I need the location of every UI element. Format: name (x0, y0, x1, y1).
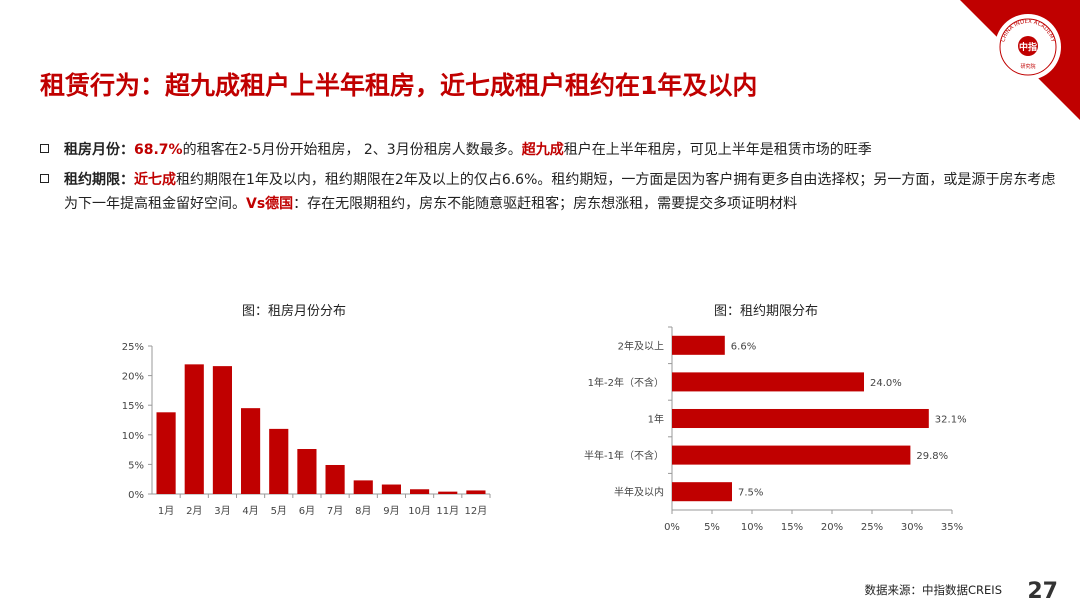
x-tick-label: 3月 (214, 505, 230, 517)
bullet-text: ：存在无限期租约，房东不能随意驱赶租客；房东想涨租，需要提交多项证明材料 (293, 196, 798, 212)
bullet-highlight: 超九成 (521, 142, 564, 158)
bar-12月 (466, 490, 486, 494)
bullet-label: 租房月份： (64, 142, 134, 158)
bullet-lease-term: 租约期限：近七成租约期限在1年及以内，租约期限在2年及以上的仅占6.6%。租约期… (40, 168, 1060, 216)
bar-9月 (381, 484, 401, 494)
data-label: 6.6% (731, 341, 756, 352)
data-label: 29.8% (916, 451, 948, 462)
x-tick-label: 9月 (383, 505, 399, 517)
bar-1年 (672, 408, 929, 429)
bar-10月 (410, 489, 430, 494)
bar-8月 (353, 480, 373, 494)
bar-5月 (269, 428, 289, 494)
y-tick-label: 15% (122, 401, 144, 412)
checkbox-square-icon (40, 144, 49, 153)
bullet-highlight: 68.7% (134, 142, 183, 158)
month-distribution-chart: 0% 5% 10% 15% 20% 25% 1月 2月 3月 4月 5月 6月 7月 8月 9月 10月 11月… (122, 342, 491, 517)
y-tick-label: 25% (122, 342, 144, 353)
x-tick-label: 8月 (355, 505, 371, 517)
bar-1年-2年（不含） (672, 372, 864, 392)
bullet-label: 租约期限： (64, 172, 134, 188)
x-tick-label: 20% (821, 522, 843, 533)
x-tick-label: 2月 (186, 505, 202, 517)
y-tick-label: 20% (122, 372, 144, 383)
checkbox-square-icon (40, 174, 49, 183)
x-tick-label: 5% (704, 522, 720, 533)
bar-6月 (297, 449, 317, 494)
x-tick-label: 4月 (242, 505, 258, 517)
logo-ring (999, 18, 1057, 76)
x-tick-label: 0% (664, 522, 680, 533)
x-tick-label: 12月 (465, 505, 488, 517)
bar-3月 (212, 366, 232, 494)
bullet-text: 租约期限在1年及以内，租约期限在2年及以上的仅占6.6%。租约期短，一方面是因为… (64, 172, 1056, 212)
category-label: 2年及以上 (618, 339, 664, 352)
x-tick-label: 6月 (299, 505, 315, 517)
bullet-list: 租房月份：68.7%的租客在2-5月份开始租房， 2、3月份租房人数最多。超九成… (40, 138, 1060, 222)
y-tick-label: 5% (128, 460, 144, 471)
data-source: 数据来源：中指数据CREIS (864, 583, 1002, 597)
data-label: 24.0% (870, 378, 902, 389)
x-tick-label: 10% (741, 522, 763, 533)
x-tick-label: 11月 (436, 505, 459, 517)
x-tick-label: 7月 (327, 505, 343, 517)
y-tick-label: 0% (128, 490, 144, 501)
x-tick-label: 10月 (408, 505, 431, 517)
chart-title-lease: 图：租约期限分布 (714, 304, 819, 319)
bullet-text: 的租客在2-5月份开始租房， 2、3月份租房人数最多。 (182, 142, 522, 158)
x-tick-label: 25% (861, 522, 883, 533)
bar-1月 (156, 412, 176, 494)
page-number: 27 (1027, 579, 1058, 604)
bullet-rent-month: 租房月份：68.7%的租客在2-5月份开始租房， 2、3月份租房人数最多。超九成… (40, 138, 1060, 162)
logo-center-text: 中指 (1019, 41, 1037, 53)
x-tick-label: 1月 (158, 505, 174, 517)
x-tick-label: 5月 (271, 505, 287, 517)
bullet-highlight: Vs德国 (246, 196, 294, 212)
y-tick-label: 10% (122, 431, 144, 442)
category-label: 1年 (648, 413, 664, 426)
bullet-highlight: 近七成 (134, 172, 176, 188)
bar-2年及以上 (672, 335, 725, 355)
lease-term-chart: 0% 5% 10% 15% 20% 25% 30% 35% 2年及以上 6.6% 1年-2年（不含）… (584, 326, 967, 533)
x-tick-label: 30% (901, 522, 923, 533)
bar-2月 (184, 364, 204, 494)
category-label: 半年-1年（不含） (584, 449, 664, 462)
logo-center-badge (1018, 36, 1038, 56)
data-label: 7.5% (738, 488, 763, 499)
bar-7月 (325, 464, 345, 494)
logo-bottom-text: 研究院 (1020, 63, 1035, 70)
bullet-text: 租户在上半年租房，可见上半年是租赁市场的旺季 (563, 142, 872, 158)
bar-半年-1年（不含） (672, 445, 911, 465)
x-tick-label: 15% (781, 522, 803, 533)
page-title: 租赁行为：超九成租户上半年租房，近七成租户租约在1年及以内 (40, 71, 758, 100)
chart-title-month: 图：租房月份分布 (242, 304, 347, 319)
bar-11月 (438, 491, 458, 494)
data-label: 32.1% (935, 415, 967, 426)
corner-logo: CHINA INDEX ACADEMY 中指 研究院 (960, 0, 1080, 120)
x-tick-label: 35% (941, 522, 963, 533)
category-label: 1年-2年（不含） (588, 376, 664, 389)
category-label: 半年及以内 (614, 486, 664, 499)
bar-半年及以内 (672, 482, 732, 502)
bar-4月 (241, 408, 261, 494)
